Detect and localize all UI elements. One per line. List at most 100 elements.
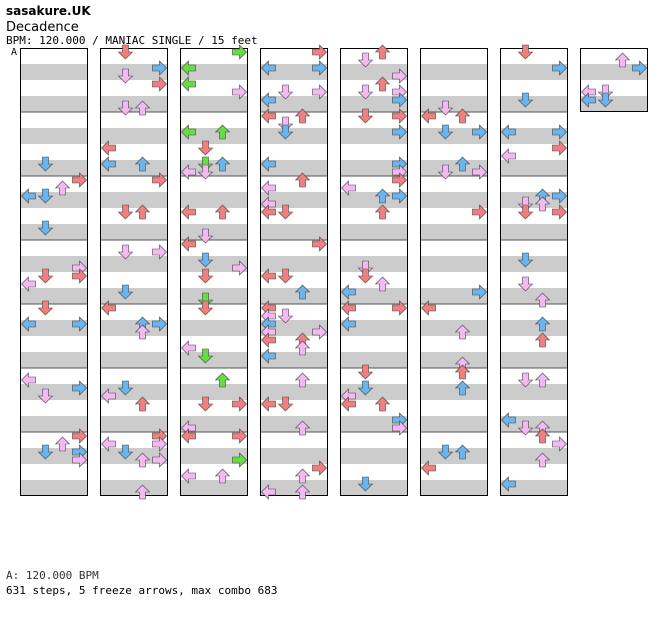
beat-stripe	[180, 256, 248, 272]
step-arrow	[21, 276, 36, 292]
beat-stripe	[500, 288, 568, 304]
step-arrow	[72, 316, 87, 332]
step-arrow	[152, 60, 167, 76]
beat-stripe	[20, 416, 88, 432]
step-arrow	[357, 84, 374, 100]
step-arrow	[294, 468, 311, 484]
step-arrow	[472, 284, 487, 300]
step-arrow	[37, 300, 54, 316]
step-arrow	[437, 100, 454, 116]
step-arrow	[294, 484, 311, 500]
chart-column-3	[180, 44, 248, 496]
step-arrow	[101, 436, 116, 452]
beat-stripe	[180, 160, 248, 176]
step-arrow	[374, 76, 391, 92]
step-arrow	[294, 172, 311, 188]
step-arrow	[214, 372, 231, 388]
step-arrow	[261, 348, 276, 364]
step-arrow	[277, 116, 294, 132]
step-arrow	[197, 348, 214, 364]
step-arrow	[261, 332, 276, 348]
step-arrow	[214, 124, 231, 140]
beat-stripe	[100, 384, 168, 400]
step-arrow	[37, 388, 54, 404]
step-arrow	[552, 60, 567, 76]
beat-stripe	[180, 320, 248, 336]
step-arrow	[261, 484, 276, 500]
step-stats: 631 steps, 5 freeze arrows, max combo 68…	[6, 584, 278, 597]
step-arrow	[232, 452, 247, 468]
step-arrow	[232, 428, 247, 444]
step-arrow	[261, 204, 276, 220]
beat-stripe	[260, 192, 328, 208]
beat-stripe	[100, 224, 168, 240]
beat-stripe	[100, 448, 168, 464]
step-arrow	[117, 444, 134, 460]
step-arrow	[312, 460, 327, 476]
beat-stripe	[100, 160, 168, 176]
step-arrow	[374, 204, 391, 220]
step-arrow	[277, 308, 294, 324]
beat-stripe	[180, 64, 248, 80]
beat-stripe	[260, 96, 328, 112]
step-arrow	[294, 108, 311, 124]
step-arrow	[312, 236, 327, 252]
step-arrow	[152, 452, 167, 468]
column-border	[340, 48, 408, 496]
beat-stripe	[180, 384, 248, 400]
chart-column-5	[340, 44, 408, 496]
step-arrow	[117, 204, 134, 220]
step-arrow	[294, 420, 311, 436]
step-arrow	[117, 284, 134, 300]
column-border	[580, 48, 648, 112]
step-arrow	[197, 252, 214, 268]
step-arrow	[181, 204, 196, 220]
step-arrow	[134, 396, 151, 412]
beat-stripe	[420, 192, 488, 208]
step-arrow	[501, 148, 516, 164]
step-arrow	[501, 124, 516, 140]
step-arrow	[454, 444, 471, 460]
step-arrow	[117, 44, 134, 60]
chart-info: BPM: 120.000 / MANIAC SINGLE / 15 feet	[6, 34, 258, 47]
beat-stripe	[500, 192, 568, 208]
beat-stripe	[500, 448, 568, 464]
beat-stripe	[340, 448, 408, 464]
chart-column-7	[500, 44, 568, 496]
step-arrow	[341, 300, 356, 316]
step-arrow	[101, 140, 116, 156]
step-arrow	[312, 60, 327, 76]
step-arrow	[277, 268, 294, 284]
beat-stripe	[260, 224, 328, 240]
beat-stripe	[260, 128, 328, 144]
step-arrow	[294, 284, 311, 300]
beat-stripe	[500, 224, 568, 240]
step-arrow	[374, 276, 391, 292]
beat-stripe	[20, 384, 88, 400]
step-arrow	[472, 164, 487, 180]
step-arrow	[341, 284, 356, 300]
step-arrow	[374, 44, 391, 60]
beat-stripe	[20, 192, 88, 208]
artist-name: sasakure.UK	[6, 4, 91, 18]
step-arrow	[117, 68, 134, 84]
chart-column-8	[580, 48, 648, 112]
beat-stripe	[260, 352, 328, 368]
step-arrow	[214, 468, 231, 484]
beat-stripe	[500, 352, 568, 368]
beat-stripe	[20, 256, 88, 272]
beat-stripe	[340, 128, 408, 144]
step-arrow	[37, 268, 54, 284]
step-arrow	[421, 300, 436, 316]
beat-stripe	[340, 288, 408, 304]
step-arrow	[101, 388, 116, 404]
step-arrow	[421, 460, 436, 476]
step-arrow	[534, 292, 551, 308]
step-arrow	[152, 76, 167, 92]
step-arrow	[454, 108, 471, 124]
step-arrow	[312, 84, 327, 100]
step-arrow	[261, 396, 276, 412]
step-arrow	[357, 52, 374, 68]
step-arrow	[181, 60, 196, 76]
